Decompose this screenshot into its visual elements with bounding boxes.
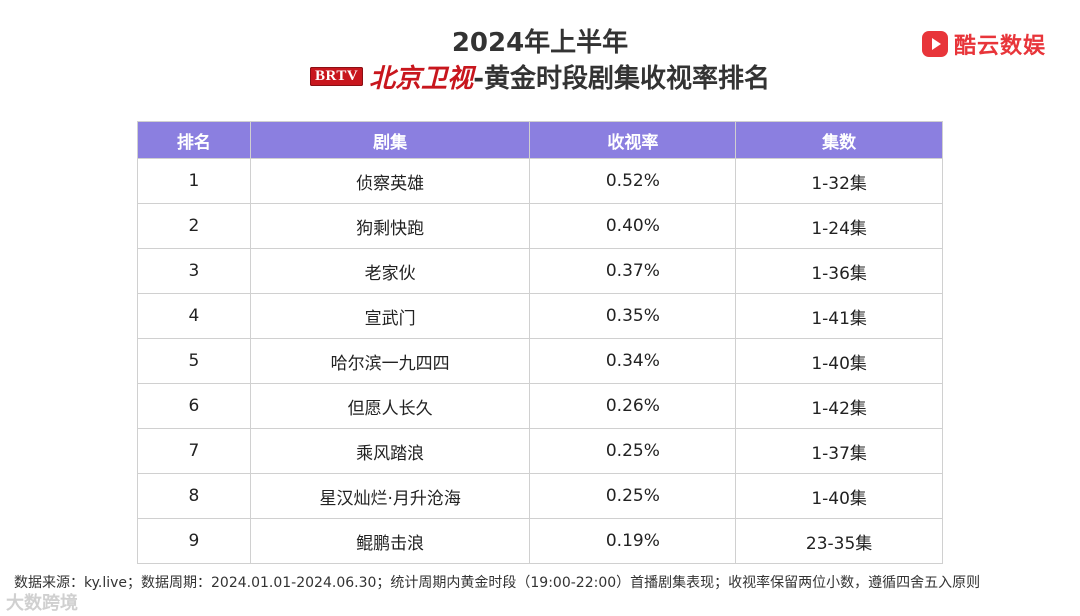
rating-cell: 0.52% [529, 158, 737, 204]
table-row: 5 哈尔滨一九四四 0.34% 1-40集 [137, 338, 943, 384]
episodes-cell: 1-36集 [735, 248, 943, 294]
drama-cell: 鲲鹏击浪 [249, 518, 531, 564]
episodes-cell: 1-41集 [735, 293, 943, 339]
episodes-cell: 1-42集 [735, 383, 943, 429]
drama-cell: 但愿人长久 [249, 383, 531, 429]
rank-cell: 8 [137, 473, 251, 519]
episodes-cell: 1-32集 [735, 158, 943, 204]
column-header-rank: 排名 [137, 121, 251, 159]
episodes-cell: 23-35集 [735, 518, 943, 564]
kuyun-logo: 酷云数娱 [921, 28, 1046, 60]
column-header-drama: 剧集 [249, 121, 531, 159]
logo-text: 酷云数娱 [953, 34, 1046, 59]
rank-cell: 7 [137, 428, 251, 474]
column-header-rating: 收视率 [529, 121, 737, 159]
page-title-line2: BRTV 北京卫视 -黄金时段剧集收视率排名 [0, 58, 1080, 95]
rating-cell: 0.34% [529, 338, 737, 384]
rating-cell: 0.37% [529, 248, 737, 294]
table-header-row: 排名 剧集 收视率 集数 [137, 121, 943, 159]
drama-cell: 哈尔滨一九四四 [249, 338, 531, 384]
drama-cell: 侦察英雄 [249, 158, 531, 204]
rating-cell: 0.26% [529, 383, 737, 429]
drama-cell: 老家伙 [249, 248, 531, 294]
page-title-line1: 2024年上半年 [451, 28, 629, 58]
channel-name: 北京卫视 [369, 64, 474, 94]
rank-cell: 9 [137, 518, 251, 564]
table-row: 1 侦察英雄 0.52% 1-32集 [137, 158, 943, 204]
episodes-cell: 1-24集 [735, 203, 943, 249]
rating-cell: 0.40% [529, 203, 737, 249]
drama-cell: 星汉灿烂·月升沧海 [249, 473, 531, 519]
rank-cell: 3 [137, 248, 251, 294]
table-row: 8 星汉灿烂·月升沧海 0.25% 1-40集 [137, 473, 943, 519]
rating-cell: 0.25% [529, 428, 737, 474]
table-row: 3 老家伙 0.37% 1-36集 [137, 248, 943, 294]
table-row: 9 鲲鹏击浪 0.19% 23-35集 [137, 518, 943, 564]
table-row: 7 乘风踏浪 0.25% 1-37集 [137, 428, 943, 474]
rating-cell: 0.35% [529, 293, 737, 339]
ranking-table: 排名 剧集 收视率 集数 1 侦察英雄 0.52% 1-32集 2 狗剩快跑 0.40% 1-… [137, 121, 943, 564]
rank-cell: 2 [137, 203, 251, 249]
source-note: 数据来源：ky.live；数据周期：2024.01.01-2024.06.30；… [14, 575, 981, 591]
brtv-badge: BRTV [310, 67, 364, 86]
episodes-cell: 1-40集 [735, 473, 943, 519]
watermark: 大数跨境 [6, 593, 78, 614]
episodes-cell: 1-37集 [735, 428, 943, 474]
rank-cell: 1 [137, 158, 251, 204]
rank-cell: 6 [137, 383, 251, 429]
table-row: 2 狗剩快跑 0.40% 1-24集 [137, 203, 943, 249]
episodes-cell: 1-40集 [735, 338, 943, 384]
table-row: 4 宣武门 0.35% 1-41集 [137, 293, 943, 339]
column-header-episodes: 集数 [735, 121, 943, 159]
table-row: 6 但愿人长久 0.26% 1-42集 [137, 383, 943, 429]
drama-cell: 狗剩快跑 [249, 203, 531, 249]
rating-cell: 0.19% [529, 518, 737, 564]
rank-cell: 4 [137, 293, 251, 339]
rank-cell: 5 [137, 338, 251, 384]
drama-cell: 宣武门 [249, 293, 531, 339]
play-icon [921, 31, 948, 57]
title-subtitle: -黄金时段剧集收视率排名 [473, 64, 770, 94]
rating-cell: 0.25% [529, 473, 737, 519]
drama-cell: 乘风踏浪 [249, 428, 531, 474]
